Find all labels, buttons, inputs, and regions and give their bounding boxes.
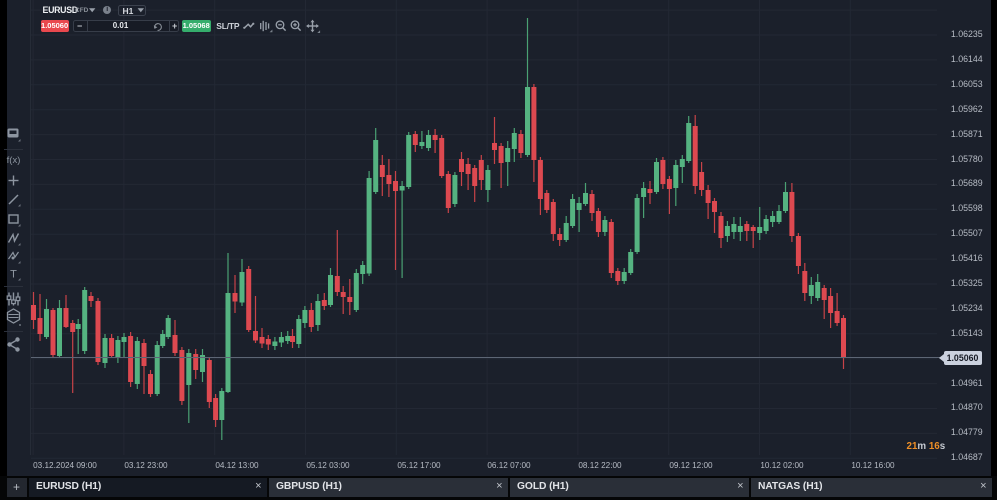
svg-text:f(x): f(x) [7,155,21,166]
svg-text:T: T [10,269,17,281]
